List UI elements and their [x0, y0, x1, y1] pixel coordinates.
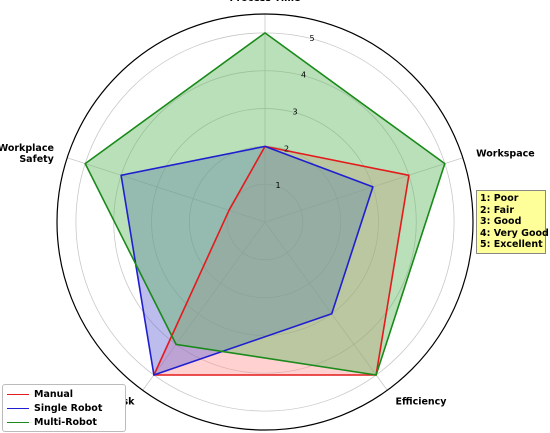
series-line — [84, 32, 446, 376]
axis-label: Workplace Safety — [0, 143, 55, 165]
legend-item-multi-robot: Multi-Robot — [7, 415, 121, 429]
legend: Manual Single Robot Multi-Robot — [2, 384, 126, 432]
scale-entry: 3: Good — [480, 216, 522, 227]
axis-label: Efficiency — [396, 397, 448, 408]
rating-scale-legend: 1: Poor 2: Fair 3: Good 4: Very Good 5: … — [476, 190, 549, 254]
grid-spoke — [142, 221, 266, 391]
grid-spoke — [67, 157, 266, 223]
legend-swatch — [7, 421, 29, 423]
grid-spoke — [264, 157, 463, 223]
axis-label: Process Time — [230, 0, 301, 4]
radial-tick-label: 4 — [301, 71, 306, 80]
series-fill — [153, 146, 409, 375]
axis-label: Workspace — [476, 148, 535, 159]
legend-item-single-robot: Single Robot — [7, 401, 121, 415]
series-fill — [85, 32, 445, 376]
radial-tick-label: 5 — [310, 34, 315, 43]
radial-tick-label: 1 — [276, 181, 281, 190]
legend-item-manual: Manual — [7, 387, 121, 401]
scale-entry: 5: Excellent — [480, 239, 543, 250]
radial-tick-label: 2 — [284, 144, 289, 153]
scale-entry: 1: Poor — [480, 193, 519, 204]
legend-label: Multi-Robot — [34, 416, 97, 428]
outer-frame — [56, 13, 474, 431]
legend-label: Manual — [34, 388, 74, 400]
grid-spoke — [264, 221, 388, 391]
legend-swatch — [7, 393, 29, 395]
series-line — [120, 145, 374, 376]
radial-tick-label: 3 — [293, 108, 298, 117]
scale-entry: 4: Very Good — [480, 227, 549, 239]
series-fill — [121, 146, 373, 375]
scale-entry: 2: Fair — [480, 204, 515, 216]
legend-label: Single Robot — [34, 402, 103, 414]
series-layer — [84, 32, 446, 376]
legend-swatch — [7, 407, 29, 409]
series-line — [153, 145, 410, 376]
